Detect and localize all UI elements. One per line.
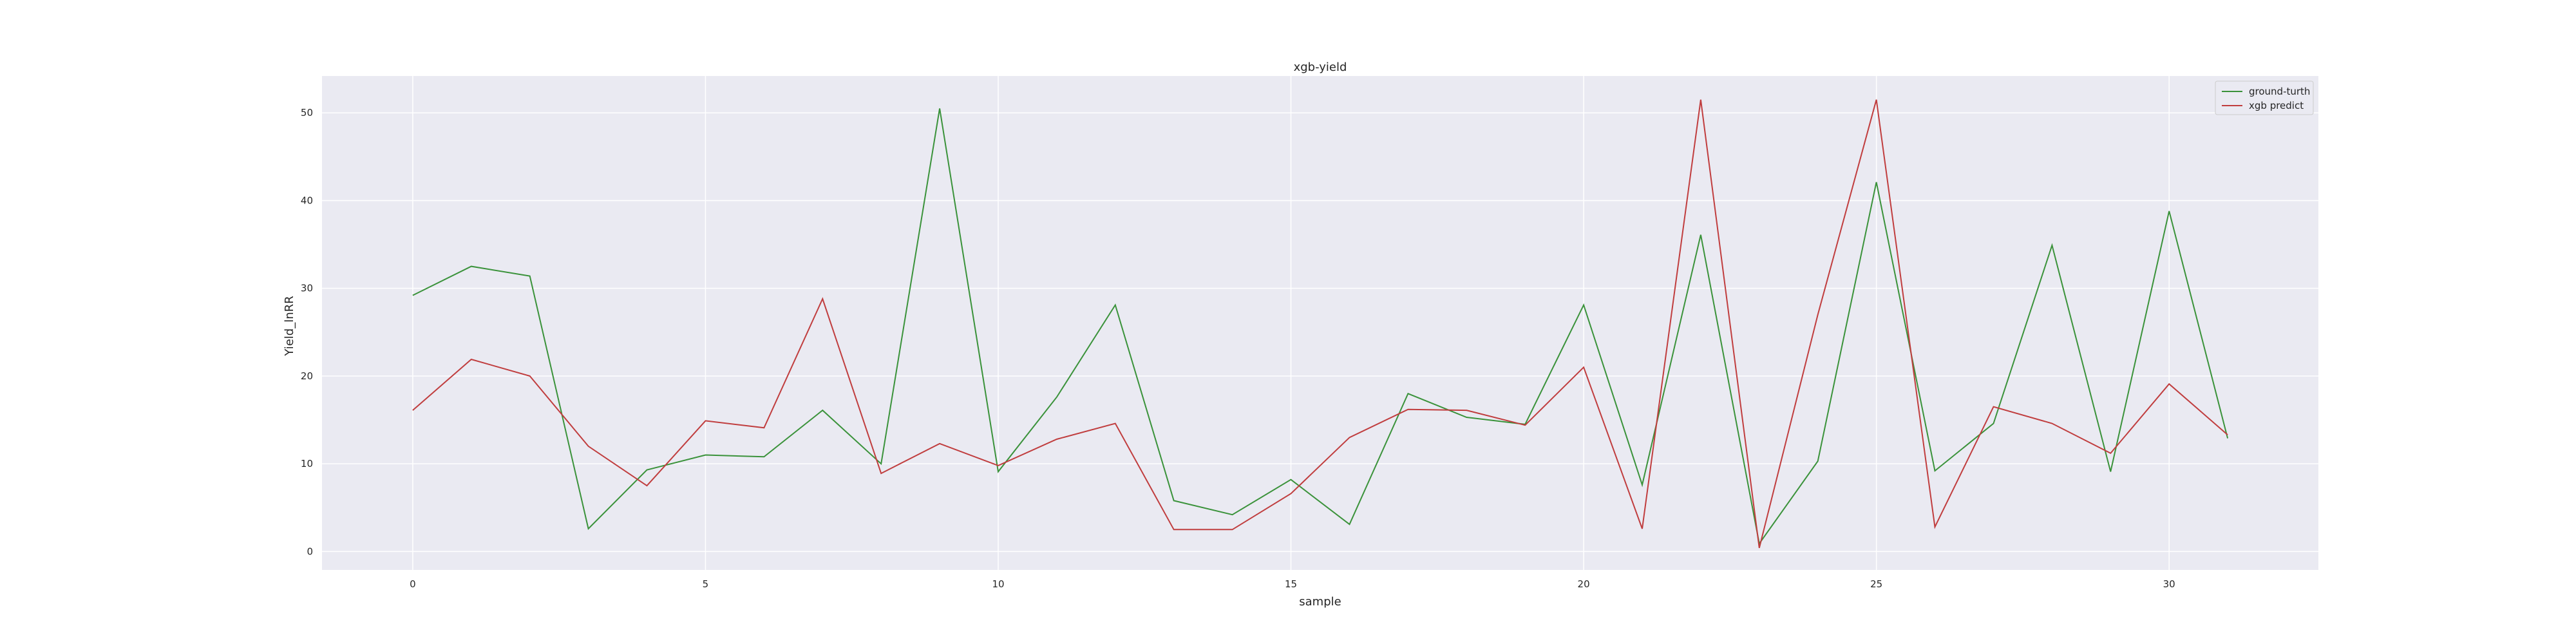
series-lines <box>412 99 2229 549</box>
x-tick-labels: 0 5 10 15 20 25 30 <box>410 578 2175 590</box>
x-tick-label: 25 <box>1870 578 1882 590</box>
y-tick-label: 0 <box>307 545 313 557</box>
legend-label-xgb-predict: xgb predict <box>2249 100 2304 111</box>
x-tick-label: 5 <box>703 578 709 590</box>
series-line-xgb-predict <box>412 99 2228 549</box>
x-tick-label: 30 <box>2163 578 2175 590</box>
y-tick-label: 10 <box>301 458 313 469</box>
x-tick-label: 0 <box>410 578 416 590</box>
y-axis-label: Yield_lnRR <box>283 296 296 356</box>
x-tick-label: 15 <box>1285 578 1297 590</box>
x-axis-label: sample <box>1299 595 1341 609</box>
x-tick-label: 10 <box>992 578 1004 590</box>
y-tick-label: 50 <box>301 107 313 118</box>
legend: ground-turth xgb predict <box>2215 80 2314 115</box>
y-tick-label: 40 <box>301 194 313 206</box>
gridlines <box>322 76 2318 570</box>
x-tick-label: 20 <box>1578 578 1590 590</box>
y-tick-label: 20 <box>301 370 313 382</box>
y-tick-label: 30 <box>301 283 313 294</box>
plot-area <box>322 76 2318 570</box>
series-line-ground-turth <box>412 108 2229 545</box>
legend-label-ground-turth: ground-turth <box>2249 86 2310 97</box>
y-tick-labels: 0 10 20 30 40 50 <box>301 107 313 557</box>
chart-title: xgb-yield <box>1294 61 1347 74</box>
